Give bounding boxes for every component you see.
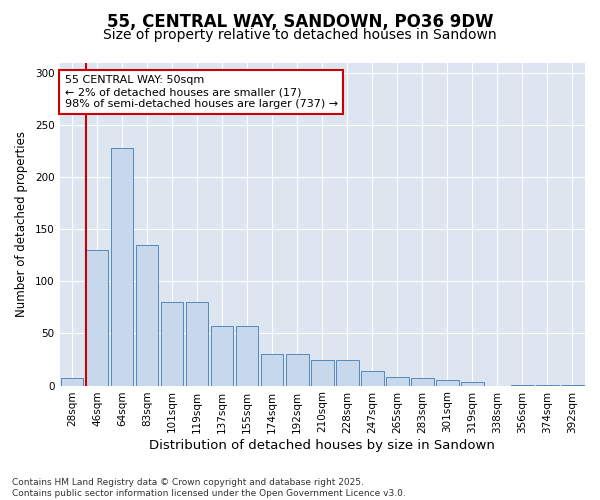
Bar	[436, 380, 458, 386]
Bar	[511, 384, 534, 386]
Bar	[336, 360, 359, 386]
Bar	[536, 384, 559, 386]
Bar	[311, 360, 334, 386]
Bar	[161, 302, 184, 386]
Bar	[136, 245, 158, 386]
Bar	[211, 326, 233, 386]
Bar	[236, 326, 259, 386]
Text: Contains HM Land Registry data © Crown copyright and database right 2025.
Contai: Contains HM Land Registry data © Crown c…	[12, 478, 406, 498]
Text: Size of property relative to detached houses in Sandown: Size of property relative to detached ho…	[103, 28, 497, 42]
Bar	[186, 302, 208, 386]
Text: 55, CENTRAL WAY, SANDOWN, PO36 9DW: 55, CENTRAL WAY, SANDOWN, PO36 9DW	[107, 12, 493, 30]
Bar	[386, 377, 409, 386]
Bar	[286, 354, 308, 386]
Bar	[61, 378, 83, 386]
Bar	[86, 250, 109, 386]
Bar	[411, 378, 434, 386]
X-axis label: Distribution of detached houses by size in Sandown: Distribution of detached houses by size …	[149, 440, 495, 452]
Bar	[461, 382, 484, 386]
Bar	[561, 384, 584, 386]
Text: 55 CENTRAL WAY: 50sqm
← 2% of detached houses are smaller (17)
98% of semi-detac: 55 CENTRAL WAY: 50sqm ← 2% of detached h…	[65, 76, 338, 108]
Bar	[111, 148, 133, 386]
Bar	[361, 371, 383, 386]
Bar	[261, 354, 283, 386]
Y-axis label: Number of detached properties: Number of detached properties	[15, 131, 28, 317]
